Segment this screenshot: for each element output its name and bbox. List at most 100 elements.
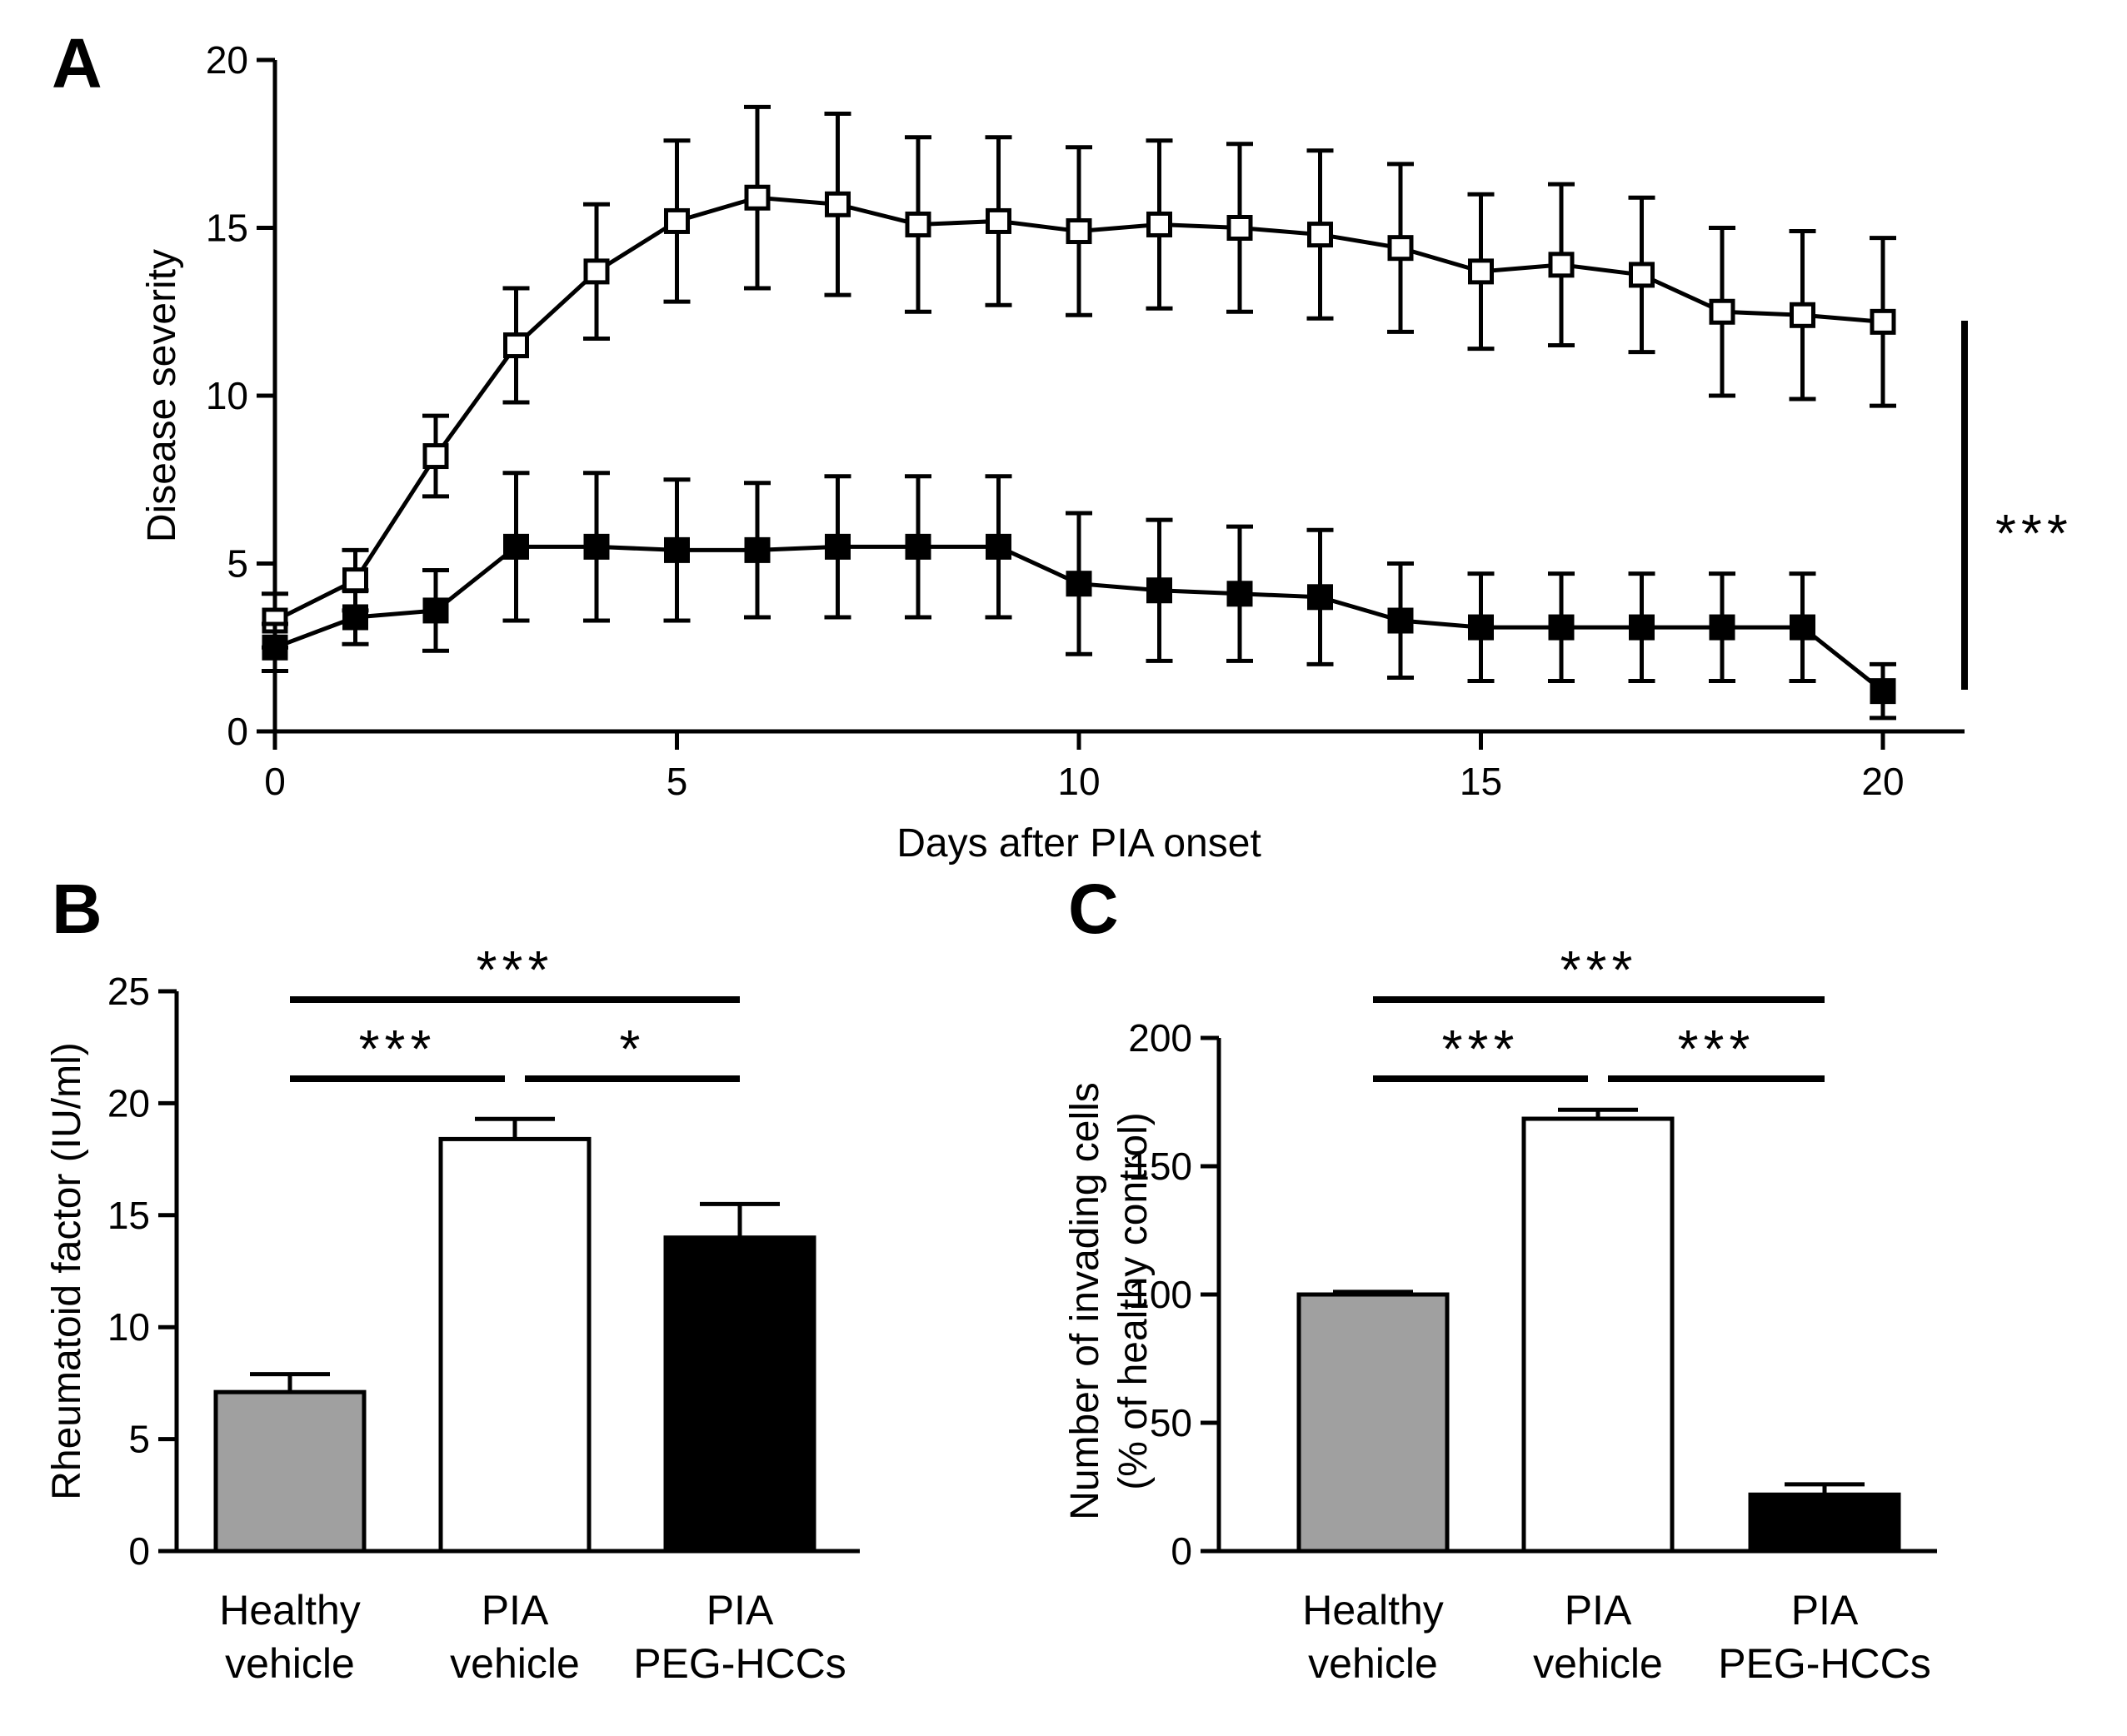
data-point [1146,577,1172,604]
y-tick-label: 0 [128,1529,150,1573]
data-point [664,207,690,234]
significance-stars: *** [1560,940,1638,1000]
data-point [1870,678,1896,705]
data-point [422,597,449,624]
data-point [1709,614,1735,641]
category-label: PEG-HCCs [1718,1640,1931,1687]
category-label: vehicle [1533,1640,1663,1687]
category-label: PIA [707,1587,774,1634]
data-point [1387,235,1414,262]
data-point [1307,222,1333,248]
category-label: PIA [1565,1587,1632,1634]
data-point [1146,211,1172,237]
significance-stars: *** [1442,1019,1520,1079]
data-point [1226,581,1253,607]
y-tick-label: 5 [128,1418,150,1461]
data-point [1790,302,1815,328]
x-tick-label: 0 [264,760,286,803]
bar [213,1389,367,1554]
y-tick-label: 5 [227,542,248,586]
data-point [503,533,529,560]
y-tick-label: 25 [107,970,150,1013]
panel-letter-b: B [52,870,102,948]
y-axis-title: Rheumatoid factor (IU/ml) [45,1042,89,1500]
significance-stars: *** [359,1019,437,1079]
chart-disease-severity: 0 5 10 15 20 0 5 10 15 20 Days after PIA onset Dise… [140,38,2073,866]
data-point [1870,308,1896,335]
data-point [1629,614,1655,641]
chart-rheumatoid-factor: 0 5 10 15 20 25 Rheumatoid factor (IU/ml) Healt… [45,940,860,1687]
data-point [1468,614,1494,641]
data-point [1066,571,1092,597]
x-tick-label: 15 [1460,760,1502,803]
data-point [744,536,771,563]
data-point [1226,215,1253,241]
data-point [1468,258,1494,285]
y-tick-label: 20 [107,1081,150,1125]
data-point [744,184,771,211]
data-point [905,211,931,237]
data-point [583,533,610,560]
data-point [503,332,529,359]
category-label: PIA [1791,1587,1859,1634]
data-point [1066,218,1092,245]
significance-stars: *** [477,940,554,1000]
category-label: vehicle [1308,1640,1438,1687]
panel-letter-a: A [52,24,102,102]
y-tick-label: 20 [206,38,248,82]
significance-stars: * [620,1019,646,1079]
bar [663,1235,816,1554]
category-label: PIA [482,1587,549,1634]
y-tick-label: 50 [1150,1401,1192,1444]
series-peg-hccs [262,471,1896,721]
category-label: vehicle [225,1640,355,1687]
data-point [1307,584,1333,611]
y-tick-label: 0 [1171,1529,1192,1573]
category-label: Healthy [219,1587,361,1634]
y-tick-label: 10 [107,1305,150,1349]
y-tick-label: 10 [206,374,248,417]
y-axis-title: Number of invading cells [1063,1082,1107,1520]
data-point [1790,614,1815,641]
bar [1748,1492,1901,1554]
y-tick-label: 15 [206,207,248,250]
data-point [262,634,288,661]
panel-letter-c: C [1068,870,1119,948]
data-point [825,533,851,560]
bar [1296,1292,1450,1554]
x-axis-title: Days after PIA onset [896,821,1261,866]
bar [438,1136,592,1554]
data-point [986,207,1011,234]
significance-stars: *** [1995,503,2073,563]
category-label: vehicle [450,1640,580,1687]
data-point [664,536,690,563]
y-axis-title: Disease severity [140,249,184,542]
data-point [1548,614,1575,641]
data-point [583,258,610,285]
data-point [422,443,449,470]
data-point [342,567,368,594]
data-point [825,191,851,217]
chart-invading-cells: 0 50 100 150 200 Number of invading cells (% o… [1063,940,1937,1687]
data-point [342,604,368,631]
category-label: PEG-HCCs [633,1640,846,1687]
bar [1521,1116,1675,1554]
category-label: Healthy [1302,1587,1444,1634]
y-tick-label: 150 [1128,1145,1192,1188]
y-tick-label: 200 [1128,1016,1192,1060]
significance-stars: *** [1678,1019,1755,1079]
y-tick-label: 0 [227,710,248,753]
x-tick-label: 5 [667,760,688,803]
data-point [986,533,1011,560]
data-point [1548,252,1575,278]
y-tick-label: 100 [1128,1273,1192,1316]
data-point [1629,262,1655,288]
data-point [1709,298,1735,325]
data-point [905,533,931,560]
x-tick-label: 10 [1057,760,1100,803]
y-tick-label: 15 [107,1194,150,1237]
y-axis-title-line2: (% of healthy control) [1111,1112,1156,1490]
x-tick-label: 20 [1861,760,1904,803]
data-point [1387,607,1414,634]
